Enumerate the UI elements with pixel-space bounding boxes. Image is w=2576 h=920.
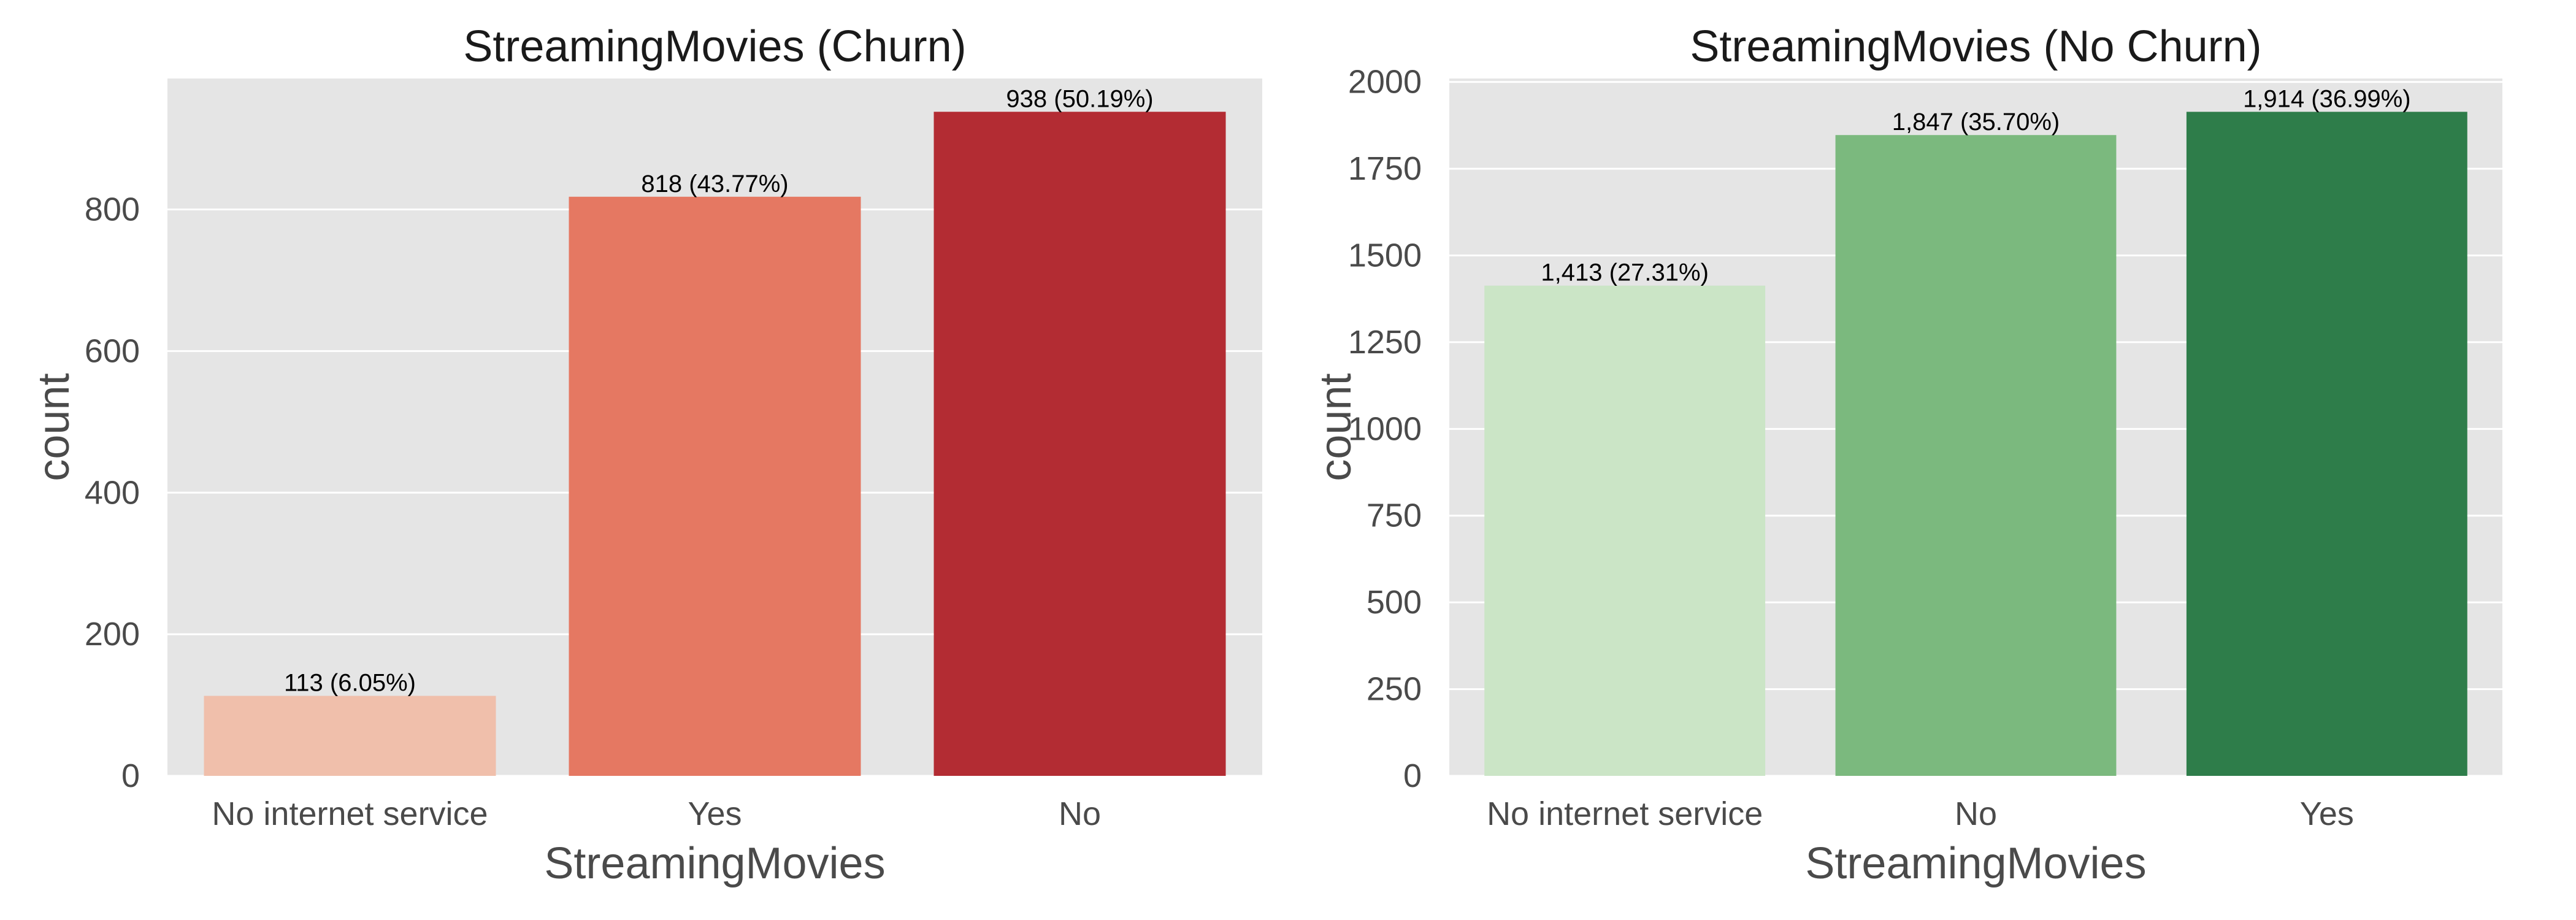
churn-ytick-label: 400 (85, 474, 140, 511)
churn-y-axis-label: count (29, 373, 79, 481)
no-churn-chart-title: StreamingMovies (No Churn) (1690, 22, 2261, 71)
chart-churn: 0 200 400 600 800 113 (6.05%) No internet serv… (29, 22, 1262, 888)
no-churn-xtick-label: No (1955, 795, 1997, 832)
churn-xtick-label: Yes (688, 795, 742, 832)
no-churn-ytick-label: 1250 (1348, 324, 1422, 361)
churn-chart-title: StreamingMovies (Churn) (463, 22, 966, 71)
no-churn-ytick-label: 750 (1367, 497, 1422, 534)
churn-bar-label: 818 (43.77%) (641, 171, 788, 197)
no-churn-bar (2186, 112, 2467, 776)
no-churn-bar (1835, 135, 2117, 776)
no-churn-xtick-label: Yes (2300, 795, 2354, 832)
churn-xtick-label: No (1059, 795, 1101, 832)
no-churn-bar-label: 1,847 (35.70%) (1892, 109, 2060, 136)
no-churn-xtick-label: No internet service (1487, 795, 1763, 832)
churn-ytick-label: 200 (85, 616, 140, 653)
chart-no-churn: 0 250 500 750 1000 1250 1500 1750 2000 1,413 (27.… (1311, 22, 2502, 888)
no-churn-ytick-label: 250 (1367, 671, 1422, 708)
no-churn-ytick-label: 0 (1403, 757, 1422, 794)
churn-bar-label: 113 (6.05%) (284, 670, 416, 697)
churn-bar (204, 696, 496, 776)
churn-ytick-label: 0 (121, 757, 140, 794)
no-churn-ytick-label: 1500 (1348, 237, 1422, 274)
no-churn-ytick-label: 1750 (1348, 150, 1422, 187)
no-churn-ytick-label: 2000 (1348, 64, 1422, 101)
no-churn-bar-label: 1,413 (27.31%) (1541, 259, 1709, 286)
churn-x-axis-label: StreamingMovies (544, 839, 885, 888)
churn-bar (933, 112, 1226, 776)
churn-ytick-label: 800 (85, 191, 140, 228)
no-churn-bar (1484, 285, 1766, 776)
no-churn-x-axis-label: StreamingMovies (1805, 839, 2146, 888)
churn-bar (569, 196, 861, 776)
churn-ytick-label: 600 (85, 332, 140, 369)
no-churn-bar-label: 1,914 (36.99%) (2243, 85, 2411, 112)
no-churn-y-axis-label: count (1311, 373, 1360, 481)
churn-xtick-label: No internet service (212, 795, 488, 832)
no-churn-ytick-label: 500 (1367, 584, 1422, 621)
churn-bar-label: 938 (50.19%) (1006, 85, 1153, 112)
no-churn-ytick-label: 1000 (1348, 410, 1422, 447)
